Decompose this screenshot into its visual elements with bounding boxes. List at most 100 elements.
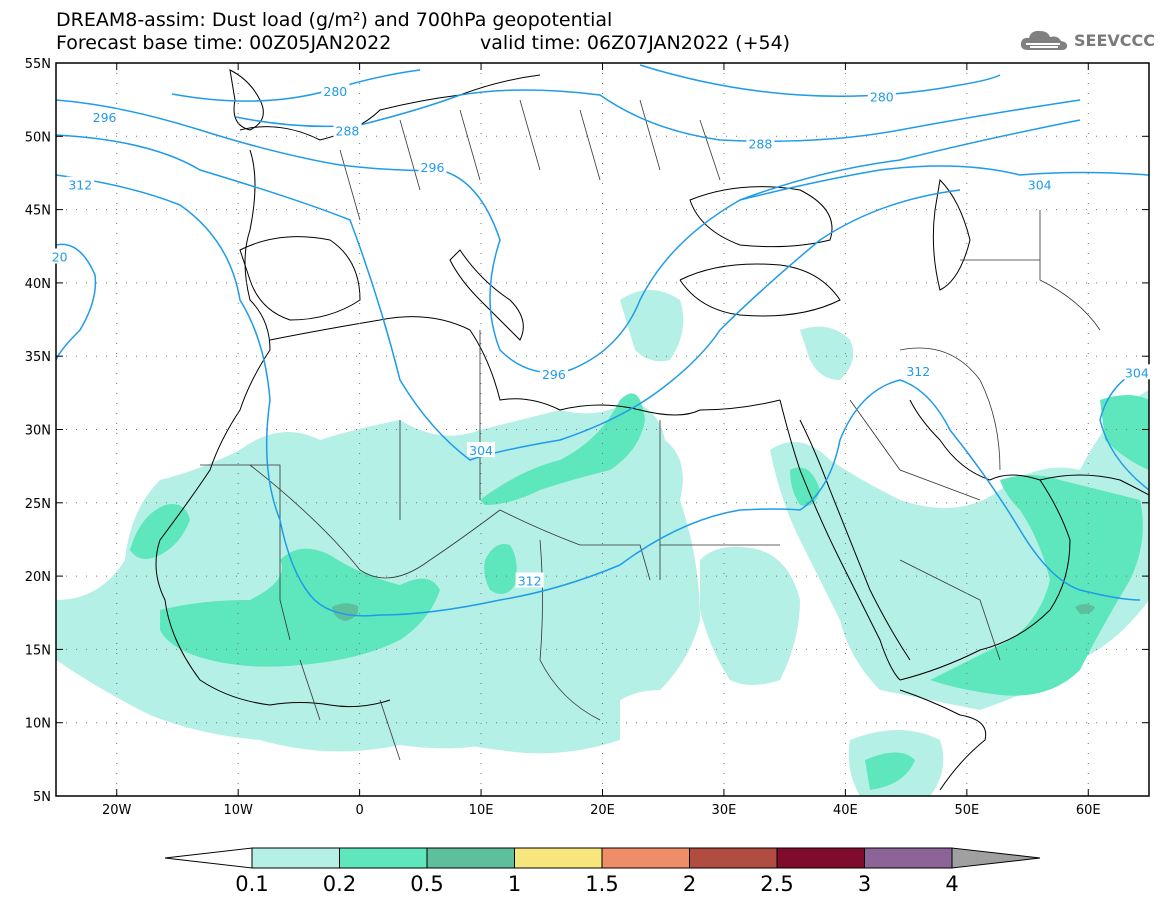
y-tick-label: 55N <box>25 57 51 72</box>
contour-label: 20 <box>52 250 68 265</box>
colorbar-swatch <box>776 847 865 869</box>
x-tick-label: 40E <box>833 803 858 818</box>
contour-label: 304 <box>1125 365 1149 380</box>
y-tick-label: 25N <box>25 497 51 512</box>
dust-area-13-red-sea <box>790 467 820 506</box>
contour-label-bg <box>66 176 95 192</box>
colorbar-over-arrow <box>951 847 1041 869</box>
contour-label-bg <box>333 122 362 138</box>
x-tick-label: 20E <box>590 803 615 818</box>
y-tick-label: 50N <box>25 130 51 145</box>
contour-label-bg <box>539 365 568 381</box>
coast-mediterranean-south <box>269 316 781 416</box>
coast-europe-north <box>239 74 541 141</box>
colorbar-swatch <box>689 847 778 869</box>
border-07 <box>849 399 1001 661</box>
colorbar-swatch <box>601 847 690 869</box>
dust-area-10-algeria-libya <box>480 393 645 505</box>
contour-label: 312 <box>518 573 542 588</box>
x-tick-label: 10W <box>223 803 253 818</box>
border-01 <box>200 464 291 641</box>
coast-arabia-south <box>899 399 1071 681</box>
dust-load-shading <box>56 290 1149 796</box>
y-tick-label: 30N <box>25 424 51 439</box>
coast-turkey <box>679 263 841 317</box>
contour-296 <box>56 99 1081 374</box>
border-04 <box>659 420 780 580</box>
coast-horn <box>899 689 987 791</box>
colorbar-swatch <box>251 847 340 869</box>
border-03 <box>429 509 651 581</box>
cloud-icon <box>1020 30 1068 50</box>
contour-label-bg <box>746 135 775 151</box>
lat-lon-grid <box>56 63 1149 796</box>
colorbar: 0.1 0.2 0.5 1 1.5 2 2.5 3 4 <box>164 847 1041 896</box>
contour-label-bg <box>467 442 496 458</box>
contour-label: 288 <box>748 137 772 152</box>
coast-britain <box>229 69 264 131</box>
dust-area-16-mali-core <box>332 603 359 621</box>
border-10 <box>960 210 1101 331</box>
contour-label-bg <box>1122 364 1151 380</box>
logo-text: SEEVCCC <box>1074 30 1155 50</box>
colorbar-swatch <box>514 847 603 869</box>
contour-label-bg <box>867 88 896 104</box>
contour-label: 296 <box>93 110 117 125</box>
contour-label-bg <box>418 159 447 175</box>
coast-caspian <box>932 178 971 291</box>
contour-304-north <box>739 165 1149 201</box>
border-02 <box>249 464 431 579</box>
coast-red-sea <box>779 399 901 681</box>
x-tick-label: 0 <box>355 803 363 818</box>
colorbar-swatch <box>426 847 515 869</box>
y-tick-label: 20N <box>25 570 51 585</box>
dust-area-09-mali <box>160 548 440 667</box>
coast-persian-gulf <box>1039 474 1149 496</box>
y-tick-label: 10N <box>25 717 51 732</box>
contour-312-main <box>56 174 1141 617</box>
coast-black-sea <box>689 186 833 248</box>
valid-time: valid time: 06Z07JAN2022 (+54) <box>480 32 791 54</box>
colorbar-label: 1.5 <box>585 872 618 896</box>
dust-area-05-levant <box>800 326 854 380</box>
coast-italy <box>449 249 524 341</box>
contour-label: 296 <box>542 367 566 382</box>
colorbar-label: 2.5 <box>760 872 793 896</box>
y-tick-label: 45N <box>25 204 51 219</box>
contour-label-bg <box>49 248 70 264</box>
title-line-1: DREAM8-assim: Dust load (g/m²) and 700hP… <box>56 9 613 31</box>
colorbar-swatch <box>864 847 953 869</box>
contour-label: 280 <box>870 90 894 105</box>
contour-label-bg <box>1025 176 1054 192</box>
contour-label: 304 <box>469 443 493 458</box>
contour-label: 280 <box>323 84 347 99</box>
contour-280-west <box>171 69 421 102</box>
x-tick-label: 50E <box>954 803 979 818</box>
colorbar-swatch <box>339 847 428 869</box>
y-tick-label: 40N <box>25 277 51 292</box>
dust-area-06-greece <box>620 290 684 362</box>
contour-label-bg <box>515 572 544 588</box>
contour-304-south <box>56 134 961 461</box>
colorbar-label: 3 <box>858 872 871 896</box>
y-tick-label: 5N <box>33 790 51 805</box>
dust-area-11-niger <box>484 544 517 594</box>
x-tick-label: 20W <box>102 803 132 818</box>
y-tick-label: 35N <box>25 350 51 365</box>
x-tick-label: 30E <box>712 803 737 818</box>
axis-ticks: 20W 10W 0 10E 20E 30E 40E 50E 60E 55N 50N 45N 40N 35N… <box>25 57 1149 818</box>
colorbar-under-arrow <box>164 847 253 869</box>
y-tick-label: 15N <box>25 643 51 658</box>
dust-area-12-oman <box>930 475 1143 696</box>
contour-label-bg <box>904 362 933 378</box>
coast-red-sea-east <box>799 419 911 661</box>
contour-288 <box>235 89 1081 142</box>
coast-iberia <box>239 236 361 321</box>
contour-labels: 280 280 288 288 296 296 296 304 304 304 312 312 312 2… <box>49 82 1151 588</box>
contour-label-bg <box>90 109 119 125</box>
contour-280-east <box>639 64 1001 97</box>
x-tick-label: 60E <box>1076 803 1101 818</box>
colorbar-label: 1 <box>508 872 521 896</box>
contour-label-bg <box>321 82 350 98</box>
